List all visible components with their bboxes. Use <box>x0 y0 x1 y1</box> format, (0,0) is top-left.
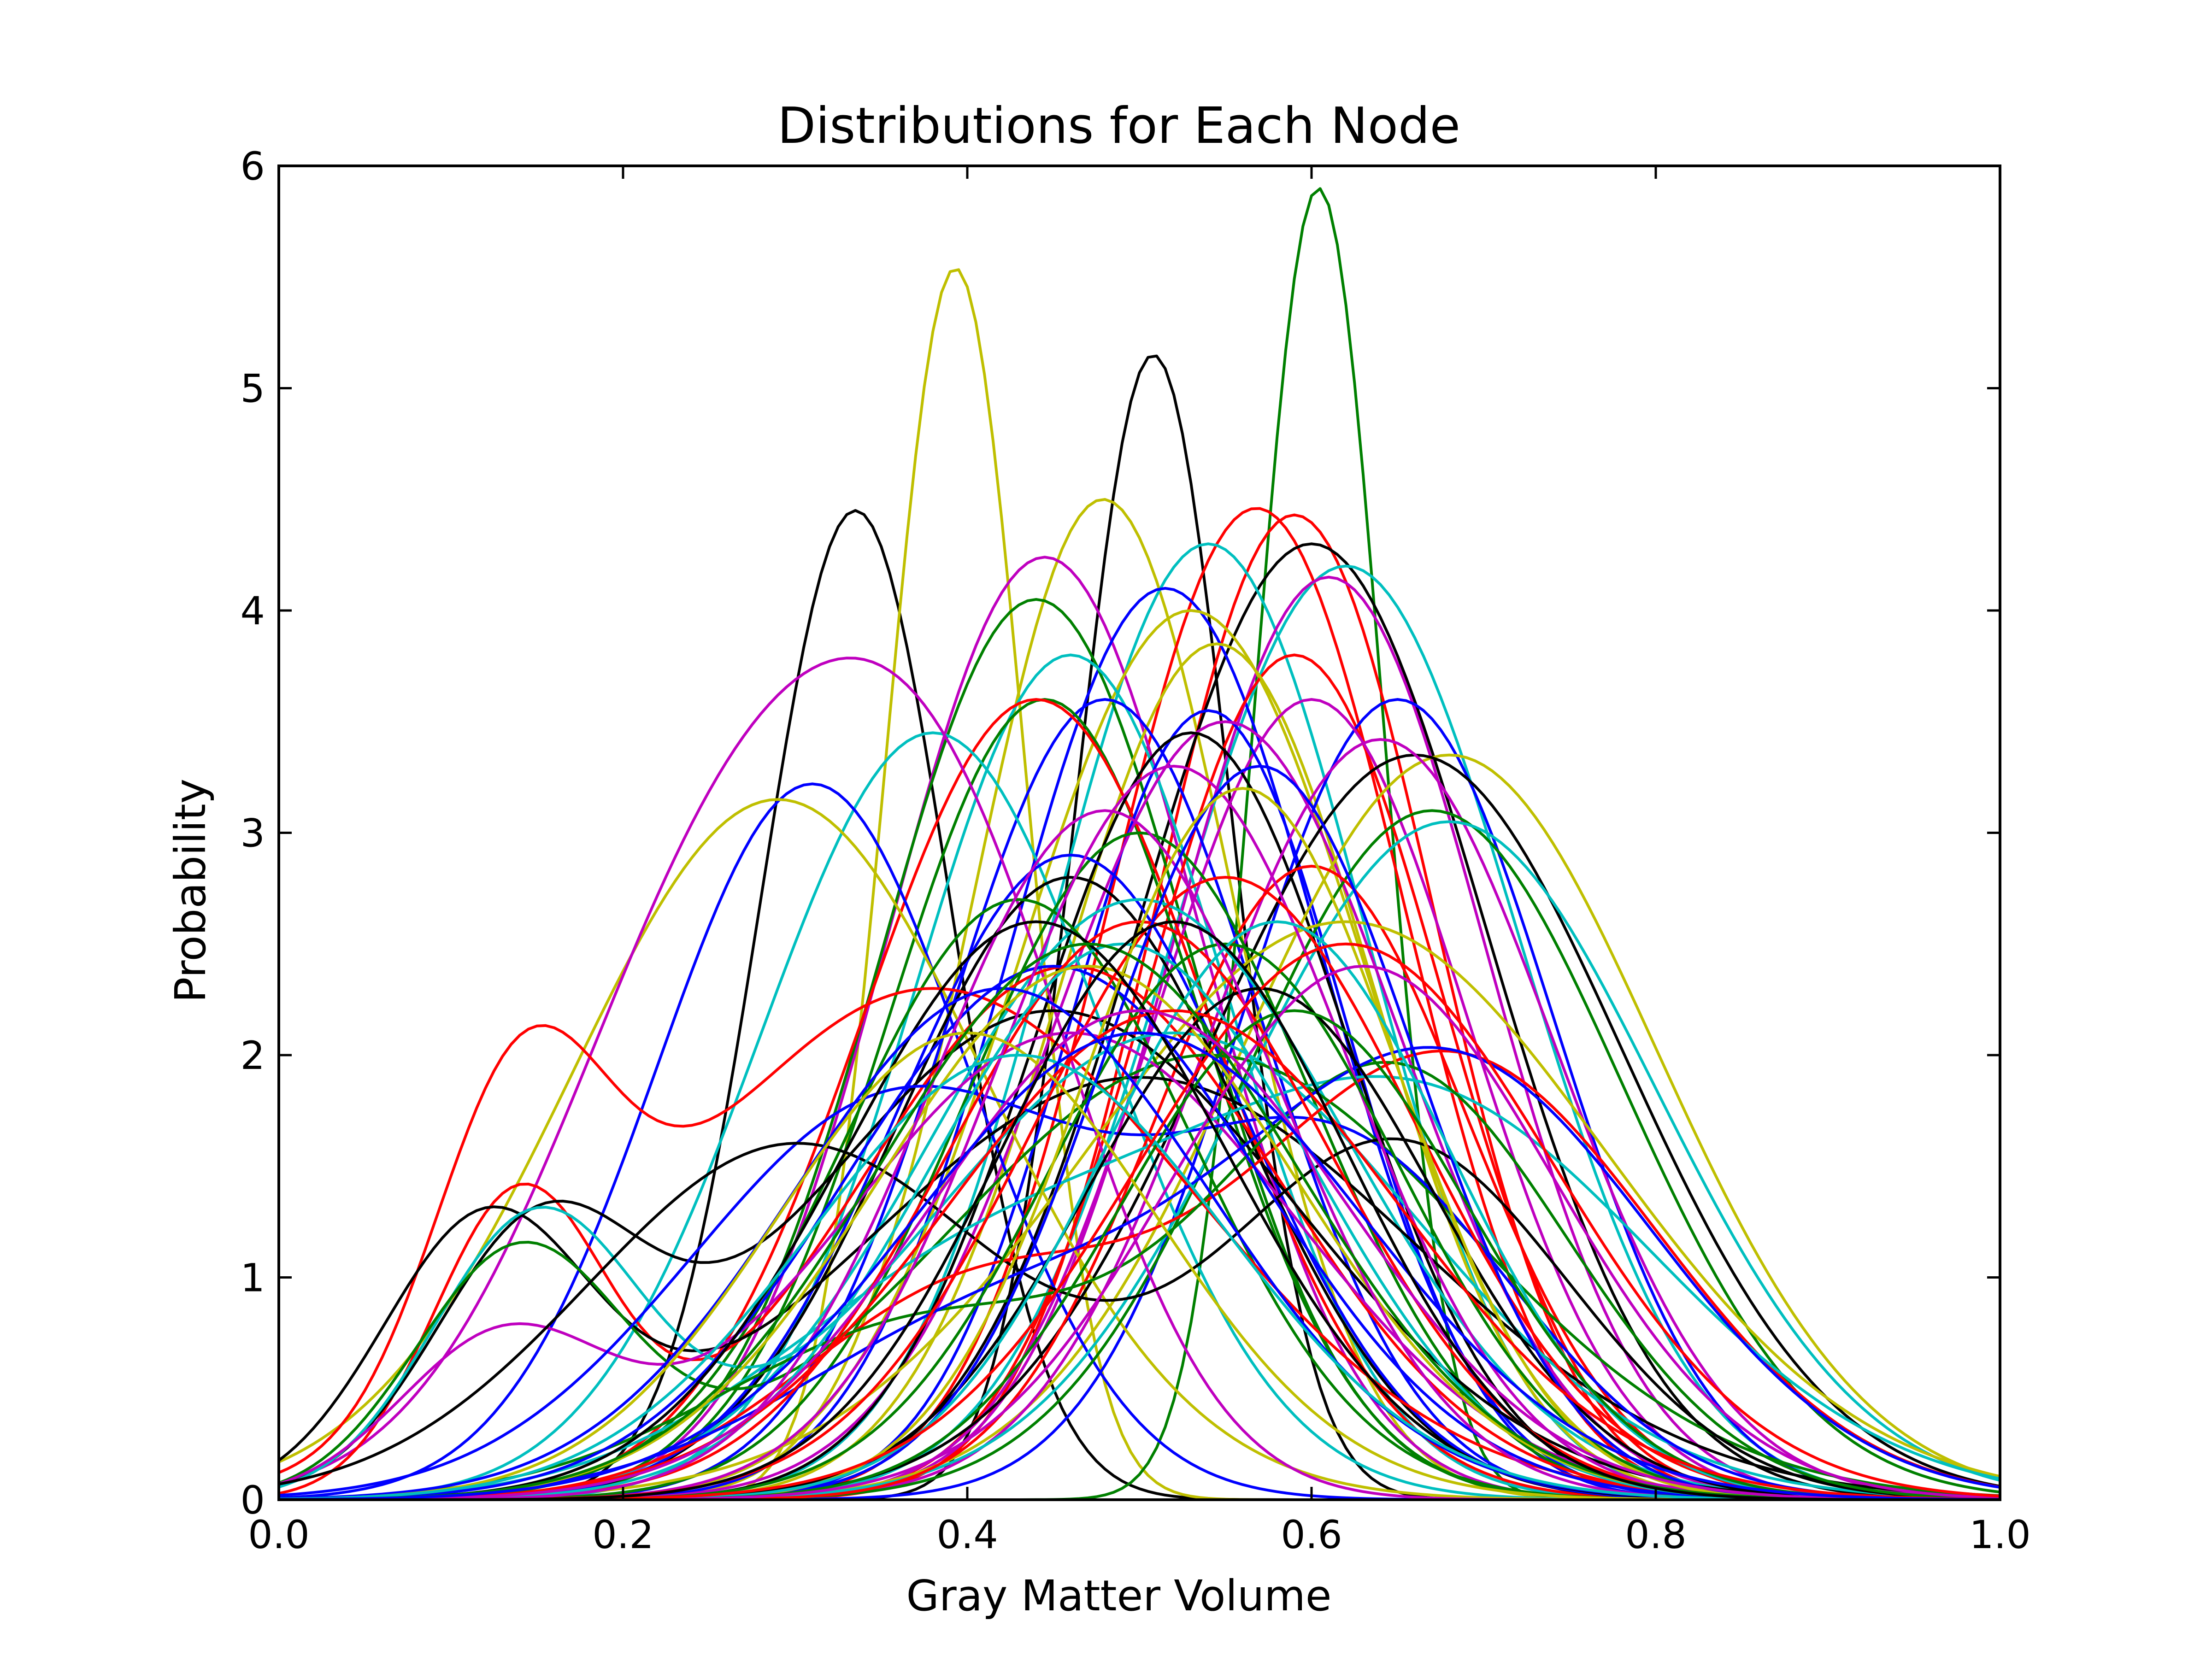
series-line-74 <box>279 1054 2000 1500</box>
x-tick-label: 0.2 <box>592 1512 654 1557</box>
series-line-19 <box>279 698 2000 1500</box>
y-tick-label: 5 <box>241 366 265 411</box>
series-line-14 <box>279 575 2000 1500</box>
series-layer <box>279 187 2000 1500</box>
series-line-70 <box>279 1009 2000 1500</box>
x-tick-label: 0.0 <box>248 1512 310 1557</box>
chart-title: Distributions for Each Node <box>777 97 1460 155</box>
y-tick-label: 1 <box>241 1256 265 1301</box>
series-line-30 <box>279 738 2000 1500</box>
series-line-33 <box>279 809 2000 1500</box>
y-axis-label: Probability <box>166 779 215 1003</box>
series-line-4 <box>279 187 2000 1500</box>
series-line-3 <box>279 354 2000 1500</box>
series-line-75 <box>279 942 2000 1500</box>
x-tick-label: 0.8 <box>1625 1512 1687 1557</box>
y-tick-label: 2 <box>241 1033 265 1078</box>
series-line-51 <box>279 1137 2000 1500</box>
y-tick-label: 0 <box>241 1478 265 1523</box>
series-line-55 <box>279 1046 2000 1500</box>
tick-layer: 0.0 0.2 0.4 0.6 0.8 1.0 0 1 2 3 4 5 6 <box>241 144 2031 1557</box>
series-line-54 <box>279 1061 2000 1500</box>
x-tick-label: 0.4 <box>936 1512 998 1557</box>
series-line-53 <box>279 1075 2000 1500</box>
x-tick-label: 0.6 <box>1281 1512 1342 1557</box>
series-line-2 <box>279 268 2000 1500</box>
series-line-78 <box>279 1031 2000 1500</box>
series-line-35 <box>279 657 2000 1500</box>
series-line-31 <box>279 782 2000 1500</box>
y-tick-label: 4 <box>241 588 265 634</box>
x-tick-label: 1.0 <box>1969 1512 2031 1557</box>
series-line-47 <box>279 1031 2000 1500</box>
series-line-77 <box>279 1009 2000 1500</box>
y-tick-label: 3 <box>241 811 265 856</box>
y-tick-label: 6 <box>241 144 265 189</box>
series-line-50 <box>279 1085 2000 1500</box>
x-axis-label: Gray Matter Volume <box>906 1571 1332 1620</box>
plot-frame <box>277 164 2001 1501</box>
